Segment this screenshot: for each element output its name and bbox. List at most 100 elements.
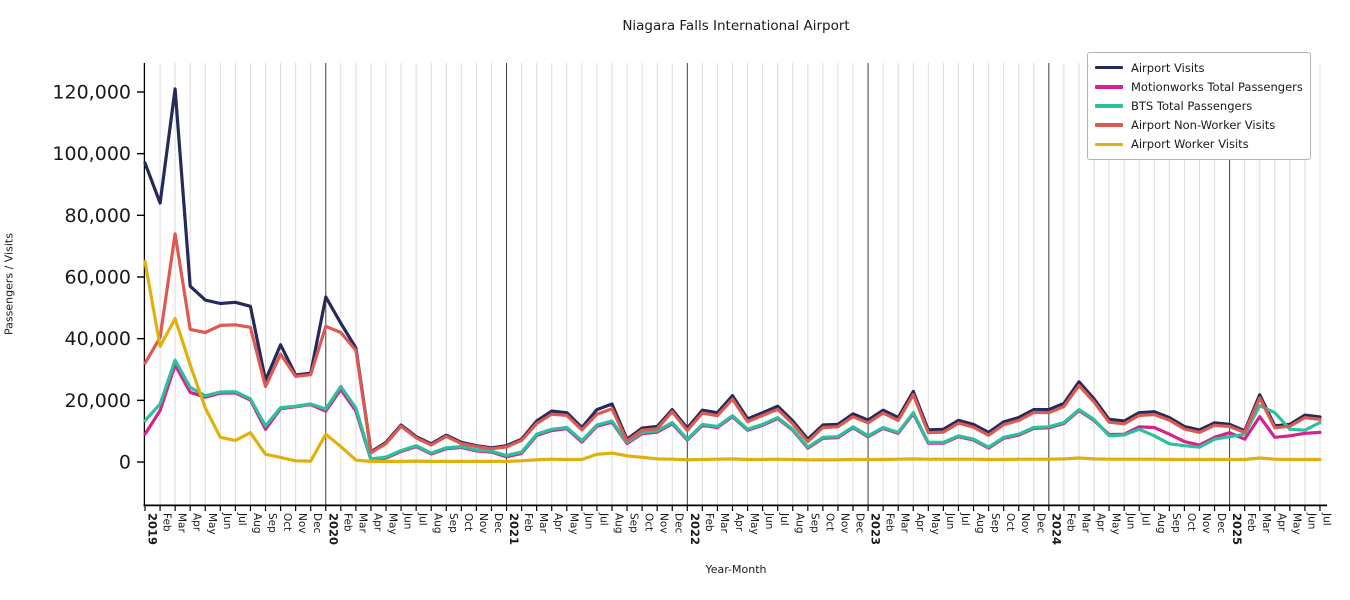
x-tick-label-month: Nov (1019, 513, 1031, 533)
x-tick-label-year: 2020 (326, 513, 340, 545)
x-tick-label-month: Jun (221, 512, 233, 529)
legend-label: BTS Total Passengers (1131, 98, 1253, 113)
y-axis-label: Passengers / Visits (2, 233, 16, 335)
x-tick-label-month: Apr (733, 513, 745, 532)
x-tick-label-month: Feb (1245, 513, 1257, 532)
legend-label: Airport Visits (1131, 60, 1205, 75)
x-tick-label-month: Jun (763, 512, 775, 529)
x-tick-label-year: 2023 (869, 513, 883, 545)
x-tick-label-month: Nov (1200, 513, 1212, 534)
x-tick-label-month: Jul (1320, 512, 1332, 526)
x-tick-label-month: Jul (417, 512, 429, 526)
x-tick-label-month: Jun (1305, 512, 1317, 529)
y-tick-label: 60,000 (65, 266, 131, 288)
x-tick-label-month: Mar (356, 513, 368, 533)
x-tick-label-month: Feb (522, 513, 534, 532)
x-tick-label-month: May (1290, 513, 1302, 535)
x-tick-label-month: May (206, 513, 218, 535)
x-tick-label-month: May (567, 513, 579, 535)
x-tick-label-month: Jul (1140, 512, 1152, 526)
x-tick-label-month: Jul (778, 512, 790, 526)
y-tick-label: 0 (119, 452, 131, 474)
x-tick-label-month: Oct (1004, 513, 1016, 531)
legend: Airport Visits Motionworks Total Passenge… (1087, 52, 1311, 160)
x-tick-label-month: Dec (1034, 513, 1046, 534)
legend-label: Motionworks Total Passengers (1131, 79, 1303, 94)
x-tick-label-month: Dec (854, 513, 866, 534)
legend-item-airport-non-worker-visits: Airport Non-Worker Visits (1095, 116, 1302, 135)
x-tick-label-month: Mar (718, 513, 730, 533)
x-tick-label-month: May (748, 513, 760, 535)
series-line-airport-visits (143, 87, 1322, 454)
x-tick-label-month: Apr (1095, 513, 1107, 532)
x-tick-label-month: Sep (447, 513, 459, 533)
x-tick-label-month: Apr (552, 513, 564, 532)
x-tick-label-month: May (387, 513, 399, 535)
x-tick-label-month: Nov (296, 513, 308, 534)
x-axis-label: Year-Month (705, 563, 767, 576)
x-tick-label-month: Apr (371, 513, 383, 532)
chart-title: Niagara Falls International Airport (622, 18, 850, 34)
legend-item-airport-visits: Airport Visits (1095, 58, 1302, 77)
x-tick-label-month: Dec (311, 513, 323, 534)
x-tick-label-month: Aug (612, 513, 624, 534)
x-tick-label-month: Mar (899, 513, 911, 533)
x-tick-label-month: Feb (884, 513, 896, 532)
x-tick-label-month: Feb (341, 513, 353, 532)
x-tick-label-month: Jul (236, 512, 248, 526)
x-tick-label-month: Oct (281, 513, 293, 531)
legend-item-motionworks-total-passengers: Motionworks Total Passengers (1095, 77, 1303, 96)
x-tick-label-month: Oct (643, 513, 655, 531)
x-tick-label-year: 2022 (688, 513, 702, 545)
x-tick-label-month: Sep (989, 513, 1001, 533)
x-tick-label-month: Nov (838, 513, 850, 534)
x-tick-label-month: Dec (673, 513, 685, 534)
x-tick-label-month: Mar (1260, 513, 1272, 533)
series-line-airport-worker-visits (143, 260, 1322, 463)
y-tick-label: 40,000 (65, 328, 131, 350)
x-tick-label-month: May (929, 513, 941, 535)
x-tick-label-month: Oct (462, 513, 474, 531)
x-tick-label-month: Jun (1125, 512, 1137, 529)
x-tick-label-month: Dec (1215, 513, 1227, 534)
x-tick-label-month: Dec (492, 513, 504, 534)
x-tick-label-month: Sep (808, 513, 820, 533)
y-tick-label: 80,000 (65, 205, 131, 227)
x-tick-label-month: Nov (477, 513, 489, 534)
x-tick-label-month: Feb (1064, 513, 1076, 532)
legend-line-swatch (1095, 85, 1123, 89)
x-tick-label-month: Mar (537, 513, 549, 533)
x-tick-label-month: Mar (176, 513, 188, 533)
x-tick-label-month: Aug (432, 513, 444, 534)
x-tick-label-month: Aug (251, 513, 263, 534)
legend-item-airport-worker-visits: Airport Worker Visits (1095, 135, 1302, 154)
legend-line-swatch (1095, 104, 1123, 108)
x-tick-label-month: Aug (974, 513, 986, 534)
x-tick-label-year: 2021 (507, 513, 521, 545)
x-tick-label-month: Jun (402, 512, 414, 529)
x-tick-label-month: Apr (914, 513, 926, 532)
legend-item-bts-total-passengers: BTS Total Passengers (1095, 96, 1302, 115)
x-tick-label-month: Sep (628, 513, 640, 533)
x-tick-label-month: Jun (944, 512, 956, 529)
x-tick-label-year: 2019 (146, 513, 160, 545)
legend-line-swatch (1095, 65, 1123, 70)
legend-line-swatch (1095, 123, 1123, 127)
x-tick-label-month: Feb (703, 513, 715, 532)
x-tick-label-month: Jul (597, 512, 609, 526)
series-line-airport-non-worker-visits (143, 232, 1322, 455)
legend-line-swatch (1095, 142, 1123, 147)
x-tick-label-month: Oct (1185, 513, 1197, 531)
y-tick-label: 120,000 (52, 81, 131, 103)
legend-label: Airport Non-Worker Visits (1131, 118, 1276, 133)
x-tick-label-month: Sep (266, 513, 278, 533)
x-tick-label-month: Jul (959, 512, 971, 526)
x-tick-label-month: May (1110, 513, 1122, 535)
x-tick-label-month: Jun (582, 512, 594, 529)
x-tick-label-month: Apr (191, 513, 203, 532)
x-tick-label-month: Feb (161, 513, 173, 532)
x-tick-label-month: Aug (1155, 513, 1167, 534)
x-tick-label-month: Apr (1275, 513, 1287, 532)
